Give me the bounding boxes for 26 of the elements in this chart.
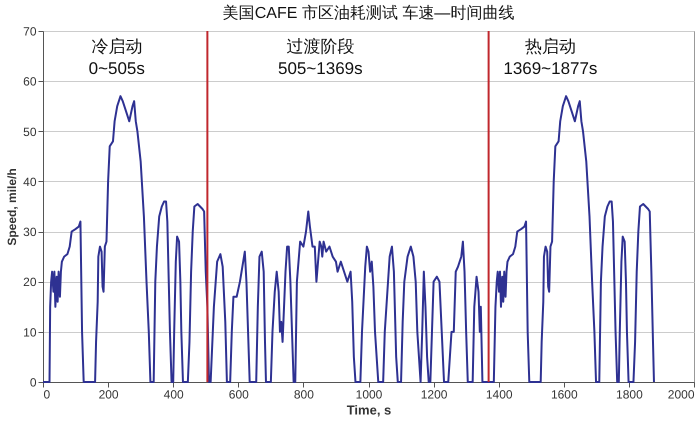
- y-tick-label: 20: [23, 275, 37, 290]
- x-tick-label: 1400: [486, 388, 513, 402]
- y-tick-label: 60: [23, 74, 37, 89]
- x-tick-label: 400: [164, 388, 184, 402]
- x-tick-label: 1000: [356, 388, 383, 402]
- x-tick-label: 800: [294, 388, 314, 402]
- annotation: 冷启动 0~505s: [88, 37, 145, 78]
- annotation: 热启动 1369~1877s: [503, 37, 598, 78]
- annotation: 过渡阶段 505~1369s: [278, 37, 363, 78]
- y-tick-label: 30: [23, 225, 37, 240]
- chart-title: 美国CAFE 市区油耗测试 车速—时间曲线: [222, 4, 514, 22]
- y-tick-label: 0: [30, 376, 37, 390]
- y-tick-label: 50: [23, 124, 37, 139]
- x-tick-label: 1600: [550, 388, 578, 402]
- x-tick-label: 200: [98, 388, 119, 402]
- y-tick-label: 70: [23, 24, 37, 38]
- x-axis-title: Time, s: [346, 402, 392, 418]
- x-tick-label: 0: [44, 388, 50, 402]
- y-axis-title: Speed, mile/h: [5, 168, 20, 246]
- y-tick-label: 40: [23, 174, 37, 189]
- line-series: [42, 95, 655, 383]
- x-tick-label: 600: [228, 388, 250, 402]
- y-tick-label: 10: [23, 325, 37, 340]
- x-tick-label: 1800: [616, 388, 644, 402]
- x-tick-label: 2000: [668, 388, 695, 402]
- x-tick-label: 1200: [420, 388, 448, 402]
